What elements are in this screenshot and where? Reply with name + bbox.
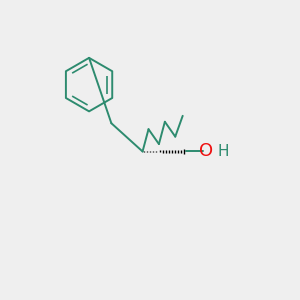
Text: H: H: [217, 144, 229, 159]
Text: O: O: [199, 142, 213, 160]
